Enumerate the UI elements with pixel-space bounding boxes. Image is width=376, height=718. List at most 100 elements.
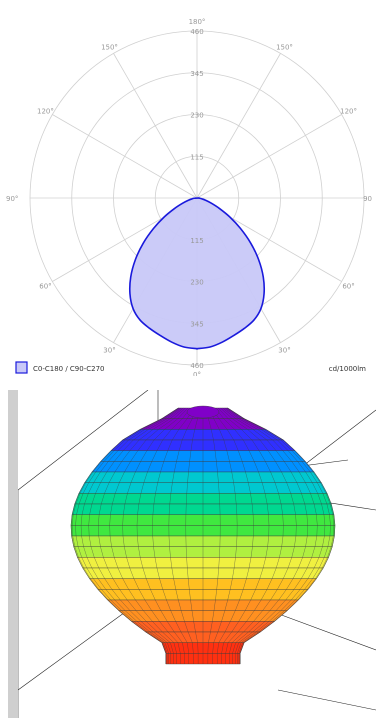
solid-facet xyxy=(153,429,165,441)
solid-facet xyxy=(161,407,179,419)
solid-facet xyxy=(190,439,193,451)
solid-facet xyxy=(124,546,127,558)
solid-facet xyxy=(275,599,286,611)
solid-facet xyxy=(234,493,237,505)
solid-facet xyxy=(160,461,164,473)
solid-facet xyxy=(114,461,122,473)
solid-facet xyxy=(259,621,275,633)
solid-facet xyxy=(190,599,193,611)
solid-facet xyxy=(146,439,155,451)
solid-facet xyxy=(329,525,331,537)
solid-facet xyxy=(111,589,121,601)
solid-facet xyxy=(114,599,126,611)
solid-facet xyxy=(197,642,199,654)
solid-facet xyxy=(277,439,289,451)
solid-facet xyxy=(127,482,132,494)
solid-facet xyxy=(188,578,190,590)
solid-facet xyxy=(334,525,336,537)
solid-facet xyxy=(332,535,335,547)
solid-facet xyxy=(167,631,179,643)
3d-render-view[interactable] xyxy=(18,390,376,718)
solid-facet xyxy=(275,461,282,473)
solid-facet xyxy=(261,429,278,441)
solid-facet xyxy=(174,461,177,473)
solid-facet xyxy=(118,610,132,622)
solid-facet xyxy=(239,589,244,601)
solid-facet xyxy=(108,471,116,483)
angle-label-mid_lower_right: 60° xyxy=(342,283,354,291)
solid-facet xyxy=(136,621,151,633)
angle-label-right: 90 xyxy=(363,195,372,203)
solid-facet xyxy=(223,631,232,643)
solid-facet xyxy=(246,610,255,622)
solid-facet xyxy=(307,578,316,590)
solid-facet xyxy=(322,493,328,505)
solid-facet xyxy=(86,557,93,569)
solid-facet xyxy=(83,567,91,579)
solid-facet xyxy=(167,439,173,451)
solid-facet xyxy=(333,514,336,526)
solid-facet xyxy=(106,461,115,473)
solid-facet xyxy=(191,610,194,622)
solid-facet xyxy=(117,439,129,451)
solid-facet xyxy=(153,631,168,643)
solid-facet xyxy=(224,407,239,419)
solid-facet xyxy=(184,621,189,633)
solid-facet xyxy=(104,482,110,494)
solid-facet xyxy=(232,567,235,579)
solid-facet xyxy=(163,642,168,654)
solid-facet xyxy=(217,642,219,654)
solid-facet xyxy=(108,599,120,611)
solid-facet xyxy=(79,482,86,494)
solid-facet xyxy=(284,599,296,611)
solid-facet xyxy=(265,429,284,441)
solid-facet xyxy=(122,514,124,526)
angle-label-left: 90° xyxy=(6,195,18,203)
solid-facet xyxy=(272,439,283,451)
solid-facet xyxy=(266,439,277,451)
solid-facet xyxy=(291,546,295,558)
solid-facet xyxy=(149,631,166,643)
solid-facet xyxy=(97,589,108,601)
room-edge xyxy=(267,609,376,651)
solid-facet xyxy=(295,589,305,601)
solid-facet xyxy=(210,621,213,633)
solid-facet xyxy=(245,471,249,483)
solid-facet xyxy=(259,567,264,579)
solid-facet xyxy=(296,482,302,494)
solid-facet xyxy=(136,610,147,622)
legend-swatch xyxy=(15,361,28,374)
solid-facet xyxy=(73,503,76,515)
solid-facet xyxy=(151,450,158,462)
solid-facet xyxy=(218,418,228,430)
solid-facet xyxy=(305,535,308,547)
solid-facet xyxy=(129,610,142,622)
solid-facet xyxy=(258,450,266,462)
solid-facet xyxy=(260,621,275,633)
solid-facet xyxy=(212,610,215,622)
solid-facet xyxy=(299,471,306,483)
legend-label: C0-C180 / C90-C270 xyxy=(33,365,105,373)
solid-facet xyxy=(78,557,84,569)
radial-tick-label-upper: 115 xyxy=(190,153,203,161)
solid-facet xyxy=(268,450,276,462)
solid-facet xyxy=(244,599,251,611)
solid-facet xyxy=(160,610,168,622)
solid-facet xyxy=(179,439,183,451)
solid-facet xyxy=(252,535,254,547)
solid-facet xyxy=(153,493,156,505)
solid-facet xyxy=(248,557,252,569)
solid-facet xyxy=(111,546,115,558)
solid-facet xyxy=(223,418,235,430)
solid-facet xyxy=(314,535,317,547)
solid-facet xyxy=(254,599,262,611)
solid-facet xyxy=(279,546,282,558)
solid-facet xyxy=(310,471,318,483)
solid-facet xyxy=(133,621,148,633)
solid-facet xyxy=(71,525,73,537)
solid-facet xyxy=(290,471,298,483)
solid-facet xyxy=(331,535,334,547)
solid-facet xyxy=(152,621,163,633)
solid-facet xyxy=(90,546,95,558)
solid-facet xyxy=(129,439,140,451)
